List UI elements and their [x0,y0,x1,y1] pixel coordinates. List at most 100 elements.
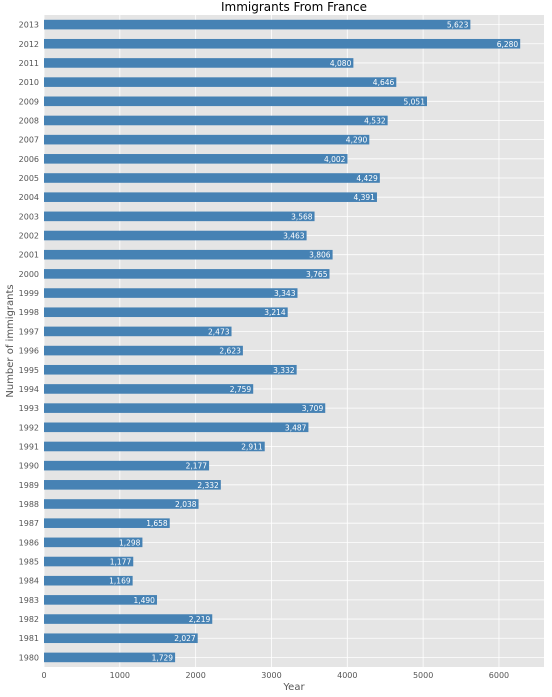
y-tick-label: 2012 [19,40,39,49]
bar-value-label: 2,027 [174,634,196,643]
bar-value-label: 3,709 [302,404,324,413]
bar [44,575,133,586]
bar-value-label: 1,298 [119,538,141,547]
data-labels-group: 1,729 2,027 2,219 1,490 1,169 1,177 1,298 1,658… [109,21,518,663]
bar-value-label: 5,623 [447,21,469,30]
y-tick-labels: 1980 1981 1982 1983 1984 1985 1986 1987 1988 1989… [19,21,39,663]
chart-title: Immigrants From France [221,0,367,14]
y-tick-label: 2000 [19,270,39,279]
bar-value-label: 3,487 [285,423,307,432]
bar [44,154,348,164]
x-tick-label: 3000 [261,671,281,680]
y-tick-label: 2004 [19,193,39,202]
x-tick-label: 6000 [489,671,509,680]
y-tick-label: 2006 [19,155,39,164]
y-tick-label: 1987 [19,519,39,528]
y-tick-label: 2011 [19,59,39,68]
bar [44,249,333,260]
y-tick-label: 1993 [19,404,39,413]
bar [44,633,198,644]
bar [44,460,210,471]
bar-value-label: 4,080 [330,59,352,68]
bar-value-label: 3,332 [273,366,295,375]
y-tick-label: 1985 [19,558,39,567]
bar-value-label: 3,568 [291,212,313,221]
bar [44,556,134,567]
bar-value-label: 6,280 [497,40,519,49]
y-tick-label: 1982 [19,615,39,624]
y-tick-label: 1989 [19,481,39,490]
x-tick-label: 5000 [413,671,433,680]
plot-area [44,15,544,667]
bar-value-label: 1,169 [109,577,131,586]
y-tick-label: 2009 [19,97,39,106]
y-tick-label: 2008 [19,116,39,125]
x-tick-label: 2000 [185,671,205,680]
bar-value-label: 3,765 [306,270,328,279]
bar-value-label: 2,911 [241,442,263,451]
y-tick-label: 1986 [19,538,39,547]
bar [44,499,199,509]
bar [44,307,288,318]
x-axis-label: Year [282,682,305,693]
bar [44,326,232,337]
bar-value-label: 4,002 [324,155,346,164]
bar-value-label: 2,473 [208,327,230,336]
y-tick-label: 2013 [19,21,39,30]
y-tick-label: 1981 [19,634,39,643]
y-tick-label: 1990 [19,462,39,471]
bar-value-label: 3,343 [274,289,296,298]
y-tick-label: 2007 [19,136,39,145]
y-tick-label: 1988 [19,500,39,509]
bar [44,422,309,433]
x-tick-label: 0 [41,671,46,680]
bar [44,288,298,298]
y-tick-label: 1983 [19,596,39,605]
bar [44,192,377,202]
bar [44,595,157,605]
bars-group [44,19,521,663]
bar [44,441,265,452]
bar [44,537,143,548]
y-tick-label: 2010 [19,78,39,87]
bar-value-label: 2,177 [186,462,208,471]
y-tick-label: 1992 [19,423,39,432]
bar-value-label: 5,051 [404,97,426,106]
y-tick-label: 1984 [19,577,39,586]
bar [44,19,471,30]
x-tick-label: 4000 [337,671,357,680]
bar [44,96,427,107]
y-tick-label: 2003 [19,212,39,221]
bar-value-label: 4,429 [356,174,378,183]
y-tick-label: 2002 [19,232,39,241]
bar-value-label: 3,806 [309,251,331,260]
bar-value-label: 4,646 [373,78,395,87]
y-tick-label: 1980 [19,653,39,662]
y-axis-label: Number of immigrants [5,284,16,397]
bar [44,115,388,126]
bar [44,134,370,145]
bar-value-label: 3,463 [283,232,305,241]
y-tick-label: 2001 [19,251,39,260]
bar-value-label: 2,038 [175,500,197,509]
bar [44,384,254,394]
bar [44,230,307,241]
y-tick-label: 1996 [19,347,39,356]
bar [44,38,521,49]
bar [44,364,297,375]
bar-value-label: 2,623 [219,347,241,356]
bar [44,403,326,413]
y-tick-label: 1991 [19,442,39,451]
bar-value-label: 2,759 [230,385,252,394]
bar-value-label: 1,490 [133,596,155,605]
bar-value-label: 1,177 [110,558,132,567]
bar-value-label: 4,532 [364,116,386,125]
bar [44,77,397,87]
y-tick-label: 1994 [19,385,39,394]
bar-value-label: 1,729 [152,653,174,662]
x-tick-labels: 0 1000 2000 3000 4000 5000 6000 [41,671,509,680]
bar [44,652,176,663]
bar-value-label: 3,214 [264,308,286,317]
